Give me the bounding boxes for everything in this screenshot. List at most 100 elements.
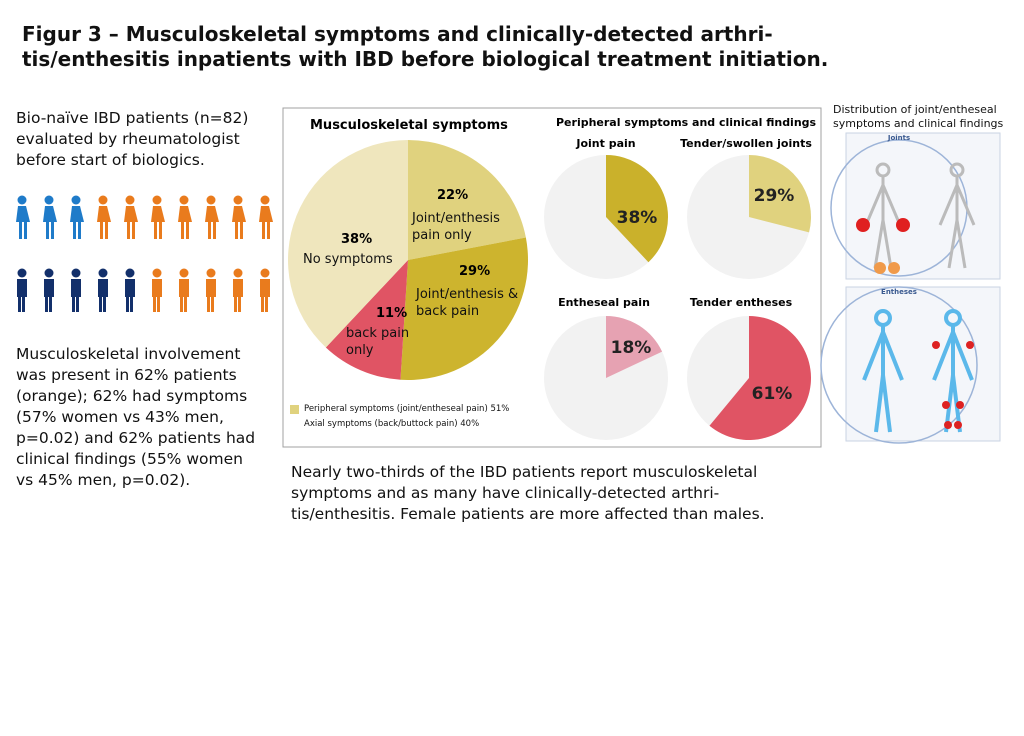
person-body <box>97 206 111 239</box>
person-body <box>43 206 57 239</box>
value-label: 29% <box>753 186 795 206</box>
person-icon <box>44 268 54 312</box>
figure-label: Joints <box>887 134 911 142</box>
person-head <box>71 268 81 278</box>
pie-slice <box>288 140 408 348</box>
legend-text: Peripheral symptoms (joint/entheseal pai… <box>304 404 510 414</box>
chart-title: Entheseal pain <box>558 296 650 309</box>
person-icon <box>232 195 246 239</box>
figure-caption: symptoms and clinical findings <box>833 117 1004 130</box>
legend-text: Axial symptoms (back/buttock pain) 40% <box>304 419 480 429</box>
person-icon <box>43 195 57 239</box>
person-head <box>179 195 189 205</box>
value-label: 29% <box>459 264 491 279</box>
finding-dots <box>856 218 974 429</box>
person-head <box>260 268 270 278</box>
panel-title: Peripheral symptoms and clinical finding… <box>556 116 817 129</box>
person-body <box>233 279 243 312</box>
person-icon <box>71 268 81 312</box>
person-body <box>44 279 54 312</box>
person-head <box>206 268 216 278</box>
chart-title: Musculoskeletal symptoms <box>310 118 508 133</box>
title-line: tis/enthesitis inpatients with IBD befor… <box>22 47 829 71</box>
person-body <box>125 279 135 312</box>
pie-slice <box>408 140 526 260</box>
person-head <box>44 268 54 278</box>
category-label: back pain only <box>346 326 410 358</box>
person-icon <box>233 268 243 312</box>
findings-line: (57% women vs 43% men, <box>16 408 224 426</box>
person-head <box>206 195 216 205</box>
category-label: No symptoms <box>303 252 393 267</box>
person-icon <box>178 195 192 239</box>
person-icon <box>205 195 219 239</box>
person-body <box>16 206 30 239</box>
person-icon <box>16 195 30 239</box>
person-head <box>44 195 54 205</box>
person-body <box>17 279 27 312</box>
person-head <box>98 268 108 278</box>
person-icon <box>125 268 135 312</box>
person-body <box>98 279 108 312</box>
value-label: 38% <box>616 208 658 228</box>
person-icon <box>260 268 270 312</box>
title-line: Figur 3 – Musculoskeletal symptoms and c… <box>22 22 773 46</box>
value-label: 38% <box>341 232 373 247</box>
figure-circle <box>820 286 978 444</box>
person-icon <box>259 195 273 239</box>
person-icon <box>151 195 165 239</box>
person-icon <box>97 195 111 239</box>
person-body <box>205 206 219 239</box>
person-body <box>178 206 192 239</box>
person-body <box>206 279 216 312</box>
category-label: Joint/enthesis pain only <box>412 211 500 243</box>
pie-slice <box>400 237 528 381</box>
conclusion-line: symptoms and as many have clinically-det… <box>291 484 720 502</box>
person-head <box>179 268 189 278</box>
value-label: 61% <box>751 384 793 404</box>
chart-title: Joint pain <box>576 137 636 150</box>
findings-line: Musculoskeletal involvement <box>16 345 241 363</box>
person-head <box>17 195 27 205</box>
person-head <box>260 195 270 205</box>
findings-line: (orange); 62% had symptoms <box>16 387 248 405</box>
joints-figure <box>845 132 1001 280</box>
pie-slice <box>325 260 408 380</box>
findings-line: clinical findings (55% women <box>16 450 243 468</box>
person-icon <box>17 268 27 312</box>
category-label: Joint/enthesis & back pain <box>416 287 519 319</box>
pie-slice <box>749 155 811 233</box>
chart-title: Tender entheses <box>689 296 793 309</box>
figure-label: Entheses <box>881 288 917 296</box>
panel-frame <box>282 107 822 448</box>
person-icon <box>206 268 216 312</box>
person-body <box>260 279 270 312</box>
intro-line: Bio-naïve IBD patients (n=82) <box>16 109 249 127</box>
findings-line: was present in 62% patients <box>16 366 237 384</box>
person-body <box>179 279 189 312</box>
intro-line: evaluated by rheumatologist <box>16 130 240 148</box>
person-head <box>125 268 135 278</box>
person-head <box>233 268 243 278</box>
person-head <box>71 195 81 205</box>
person-head <box>152 268 162 278</box>
person-body <box>259 206 273 239</box>
person-icon <box>70 195 84 239</box>
intro-line: before start of biologics. <box>16 151 205 169</box>
person-body <box>232 206 246 239</box>
findings-line: vs 45% men, p=0.02). <box>16 471 191 489</box>
value-label: 18% <box>610 338 652 358</box>
conclusion-line: Nearly two-thirds of the IBD patients re… <box>291 463 758 481</box>
person-icon <box>124 195 138 239</box>
skeleton-sketch <box>864 162 976 269</box>
person-icon <box>179 268 189 312</box>
person-icon <box>98 268 108 312</box>
pie-slice <box>606 316 663 378</box>
person-body <box>151 206 165 239</box>
value-label: 22% <box>437 188 469 203</box>
person-body <box>70 206 84 239</box>
person-head <box>152 195 162 205</box>
person-body <box>124 206 138 239</box>
